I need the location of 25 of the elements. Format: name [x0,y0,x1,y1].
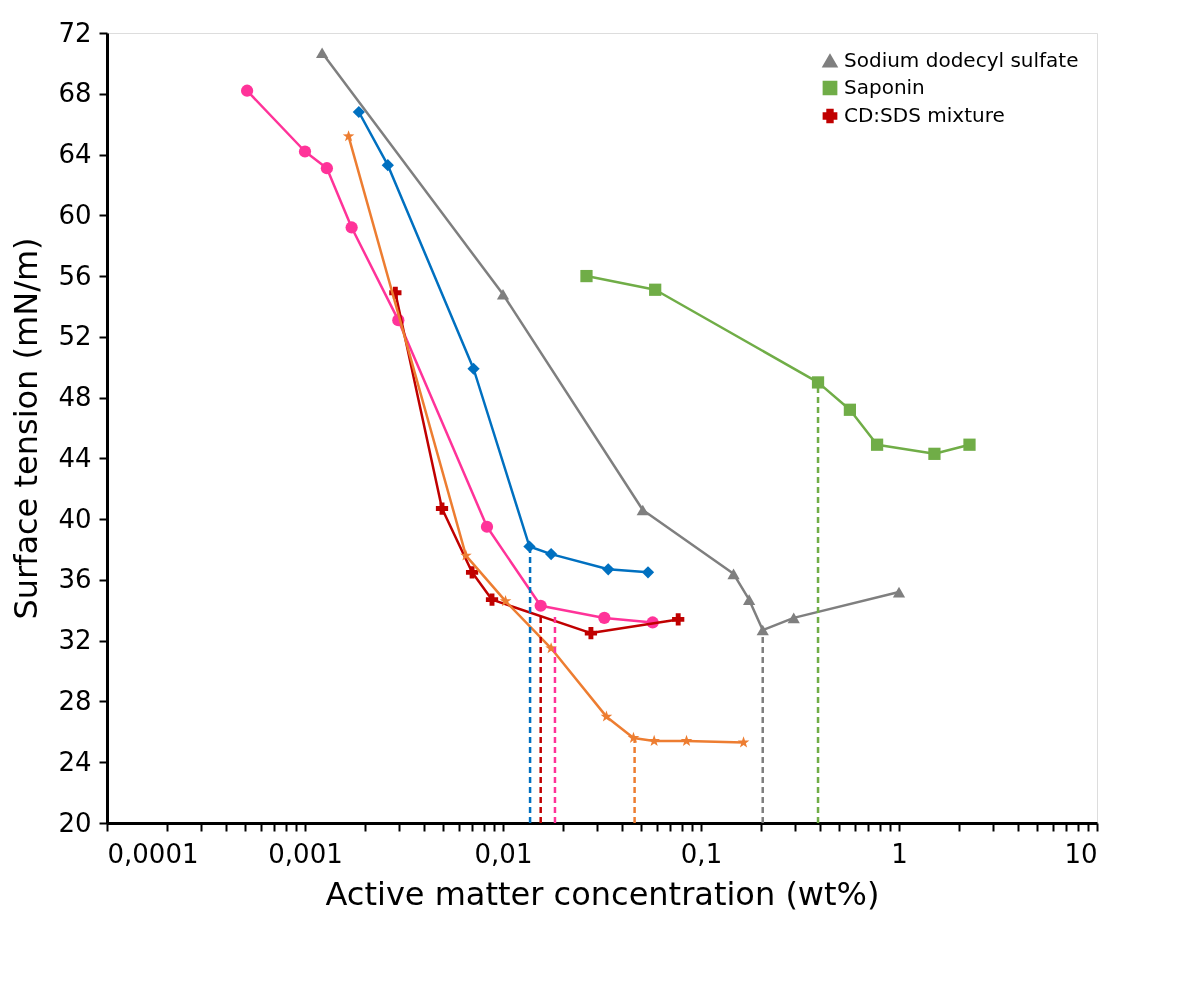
y-tick-label: 44 [58,442,92,473]
x-tick-label: 0,01 [474,838,533,869]
y-tick-label: 20 [58,807,92,838]
x-tick-label: 0,1 [680,838,723,869]
y-tick-label: 68 [58,78,92,109]
y-tick-label: 52 [58,321,92,352]
x-tick-label: 10 [1064,838,1098,869]
y-tick-label: 60 [58,199,92,230]
y-tick-label: 32 [58,625,92,656]
x-tick-label: 0,0001 [107,838,199,869]
y-tick-label: 72 [58,17,92,48]
legend-label: Sodium dodecyl sulfate [844,48,1079,72]
x-axis-title: Active matter concentration (wt%) [325,874,880,913]
y-tick-label: 56 [58,260,92,291]
x-tick-label: 0,001 [268,838,343,869]
legend-label: Saponin [844,75,925,99]
y-tick-label: 28 [58,685,92,716]
legend-label: CD:SDS mixture [844,103,1005,127]
y-tick-label: 24 [58,746,92,777]
y-axis-title: Surface tension (mN/m) [7,237,46,620]
y-tick-label: 36 [58,564,92,595]
y-tick-label: 40 [58,503,92,534]
y-tick-label: 64 [58,139,92,170]
x-tick-label: 1 [891,838,908,869]
y-tick-label: 48 [58,382,92,413]
